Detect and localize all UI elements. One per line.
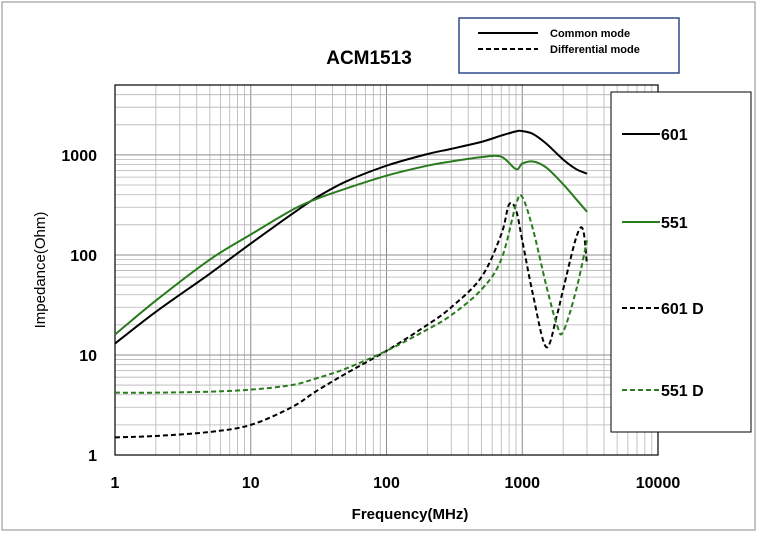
series-line-551: [114, 154, 588, 336]
legend-label-551d: 551 D: [661, 383, 704, 400]
x-axis-label: Frequency(MHz): [352, 506, 469, 523]
y-axis-label: Impedance(Ohm): [32, 212, 49, 329]
y-tick-label: 100: [70, 248, 97, 265]
y-tick-label: 1: [88, 448, 97, 465]
x-tick-label: 10000: [636, 475, 681, 492]
legend-label-551: 551: [661, 215, 688, 232]
plot-layer: 1 10 100 1000 10000 1 10 100 1000: [61, 84, 681, 492]
legend-label-601: 601: [661, 127, 688, 144]
x-tick-label: 1000: [504, 475, 540, 492]
series-line-601d: [114, 201, 589, 439]
x-tick-label: 10: [242, 475, 260, 492]
series-line-551d: [114, 193, 588, 394]
y-tick-label: 1000: [61, 148, 97, 165]
series-legend-box: [610, 91, 752, 433]
mode-legend-box: [458, 17, 680, 74]
series-line-601: [114, 129, 588, 345]
mode-legend-differential-label: Differential mode: [550, 44, 640, 56]
legend-label-601d: 601 D: [661, 301, 704, 318]
mode-legend: Common mode Differential mode: [458, 17, 680, 74]
chart-title: ACM1513: [326, 48, 412, 69]
x-tick-label: 100: [373, 475, 400, 492]
y-tick-label: 10: [79, 348, 97, 365]
x-tick-label: 1: [111, 475, 120, 492]
series-legend: 601 551 601 D 551 D: [610, 91, 752, 433]
mode-legend-common-label: Common mode: [550, 28, 630, 40]
